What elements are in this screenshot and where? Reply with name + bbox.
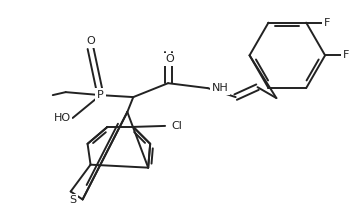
Text: F: F (343, 50, 349, 60)
Text: HO: HO (54, 113, 71, 123)
Text: NH: NH (212, 83, 228, 93)
Text: P: P (97, 90, 104, 100)
Text: O: O (86, 37, 95, 46)
Text: S: S (69, 196, 76, 205)
Text: Cl: Cl (171, 121, 182, 131)
Text: F: F (324, 18, 330, 28)
Text: O: O (166, 54, 174, 64)
